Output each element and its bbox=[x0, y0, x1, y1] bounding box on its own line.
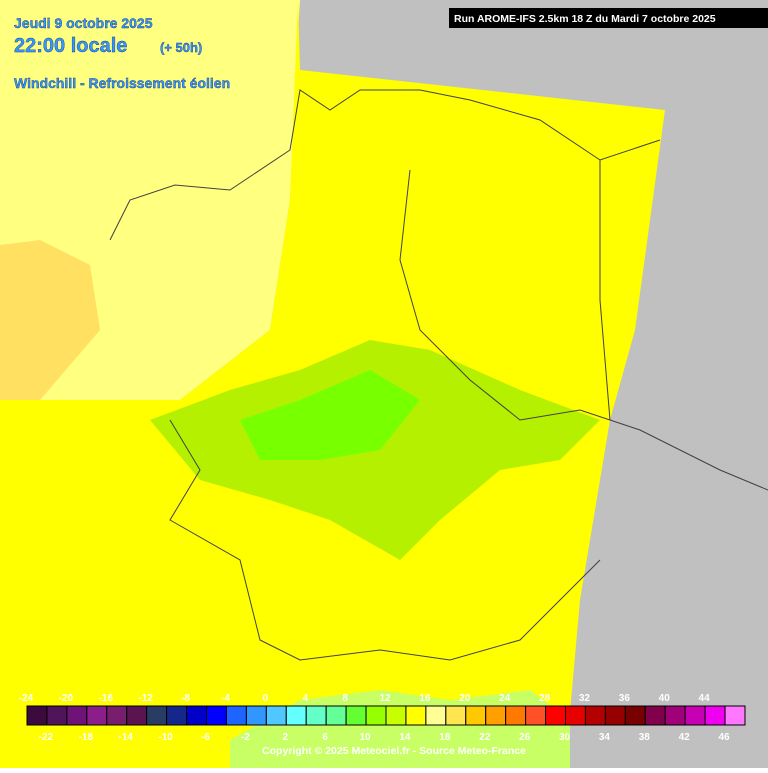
legend-label: -4 bbox=[221, 693, 230, 704]
legend-label: 40 bbox=[659, 693, 671, 704]
legend-label: 32 bbox=[579, 693, 591, 704]
legend-label: 6 bbox=[322, 732, 328, 743]
legend-label: 34 bbox=[599, 732, 611, 743]
legend-label: 22 bbox=[479, 732, 491, 743]
legend-label: -10 bbox=[158, 732, 173, 743]
legend-swatch bbox=[26, 705, 48, 726]
legend-swatch bbox=[345, 705, 367, 726]
legend-swatch bbox=[545, 705, 566, 726]
legend-swatch bbox=[365, 705, 387, 726]
lead-time: (+ 50h) bbox=[160, 40, 202, 55]
legend-label: -8 bbox=[181, 693, 190, 704]
legend-label: 42 bbox=[679, 732, 691, 743]
legend-swatch bbox=[126, 705, 148, 726]
legend-swatch bbox=[385, 705, 407, 726]
legend-label: 36 bbox=[619, 693, 631, 704]
legend-swatch bbox=[86, 705, 108, 726]
legend-label: -6 bbox=[201, 732, 210, 743]
parameter: Windchill - Refroissement éolien bbox=[14, 75, 230, 91]
legend-swatch bbox=[405, 705, 427, 726]
legend-label: 18 bbox=[439, 732, 451, 743]
coastline bbox=[109, 89, 661, 241]
legend-label: 28 bbox=[539, 693, 551, 704]
legend-swatch bbox=[325, 705, 347, 726]
legend-swatch bbox=[106, 705, 128, 726]
legend-swatch bbox=[445, 705, 467, 726]
cold-area bbox=[240, 370, 420, 460]
legend-label: 2 bbox=[282, 732, 288, 743]
legend-label: 16 bbox=[419, 693, 431, 704]
border bbox=[599, 160, 768, 491]
run-info: Run AROME-IFS 2.5km 18 Z du Mardi 7 octo… bbox=[454, 13, 716, 25]
border bbox=[169, 419, 601, 661]
legend-swatch bbox=[664, 705, 686, 726]
legend-swatch bbox=[225, 705, 247, 726]
legend-swatch bbox=[66, 705, 88, 726]
legend-swatch bbox=[604, 705, 626, 726]
legend-swatch bbox=[186, 705, 208, 726]
run-box bbox=[449, 8, 768, 28]
legend-label: 26 bbox=[519, 732, 531, 743]
legend-swatch bbox=[305, 705, 327, 726]
copyright: Copyright © 2025 Meteociel.fr - Source M… bbox=[262, 745, 526, 757]
legend-swatch bbox=[704, 705, 726, 726]
legend-swatch bbox=[485, 705, 507, 726]
legend-label: 38 bbox=[639, 732, 651, 743]
legend-swatch bbox=[525, 705, 547, 726]
legend-swatch bbox=[584, 705, 606, 726]
warm-area bbox=[0, 240, 100, 410]
date: Jeudi 9 octobre 2025 bbox=[14, 15, 153, 31]
legend-label: -24 bbox=[19, 693, 34, 704]
legend-swatch bbox=[684, 705, 706, 726]
legend-swatch bbox=[505, 705, 527, 726]
legend-swatch bbox=[425, 705, 447, 726]
legend-label: -22 bbox=[39, 732, 54, 743]
legend-label: 44 bbox=[699, 693, 711, 704]
legend-swatch bbox=[265, 705, 287, 726]
legend-label: 10 bbox=[359, 732, 371, 743]
legend: -24-22-20-18-16-14-12-10-8-6-4-202468101… bbox=[19, 693, 746, 743]
legend-label: -18 bbox=[79, 732, 94, 743]
time: 22:00 locale bbox=[14, 35, 127, 57]
legend-swatch bbox=[166, 705, 188, 726]
legend-label: 30 bbox=[559, 732, 571, 743]
legend-label: -16 bbox=[99, 693, 114, 704]
legend-swatch bbox=[565, 705, 586, 726]
legend-label: -12 bbox=[138, 693, 153, 704]
legend-swatch bbox=[644, 705, 666, 726]
legend-label: -20 bbox=[59, 693, 74, 704]
legend-label: 4 bbox=[302, 693, 308, 704]
legend-swatch bbox=[206, 705, 227, 726]
legend-swatch bbox=[146, 705, 168, 726]
legend-label: 24 bbox=[499, 693, 511, 704]
legend-label: 14 bbox=[399, 732, 411, 743]
legend-label: 0 bbox=[263, 693, 269, 704]
borders bbox=[109, 89, 768, 661]
legend-label: -14 bbox=[118, 732, 133, 743]
legend-label: 46 bbox=[718, 732, 730, 743]
legend-swatch bbox=[624, 705, 646, 726]
legend-swatch bbox=[46, 705, 68, 726]
legend-swatch bbox=[724, 705, 746, 726]
legend-label: 20 bbox=[459, 693, 471, 704]
legend-label: 8 bbox=[342, 693, 348, 704]
legend-label: 12 bbox=[379, 693, 391, 704]
legend-swatch bbox=[465, 705, 487, 726]
legend-swatch bbox=[245, 705, 267, 726]
legend-label: -2 bbox=[241, 732, 250, 743]
legend-swatch bbox=[285, 705, 307, 726]
border bbox=[399, 169, 611, 421]
